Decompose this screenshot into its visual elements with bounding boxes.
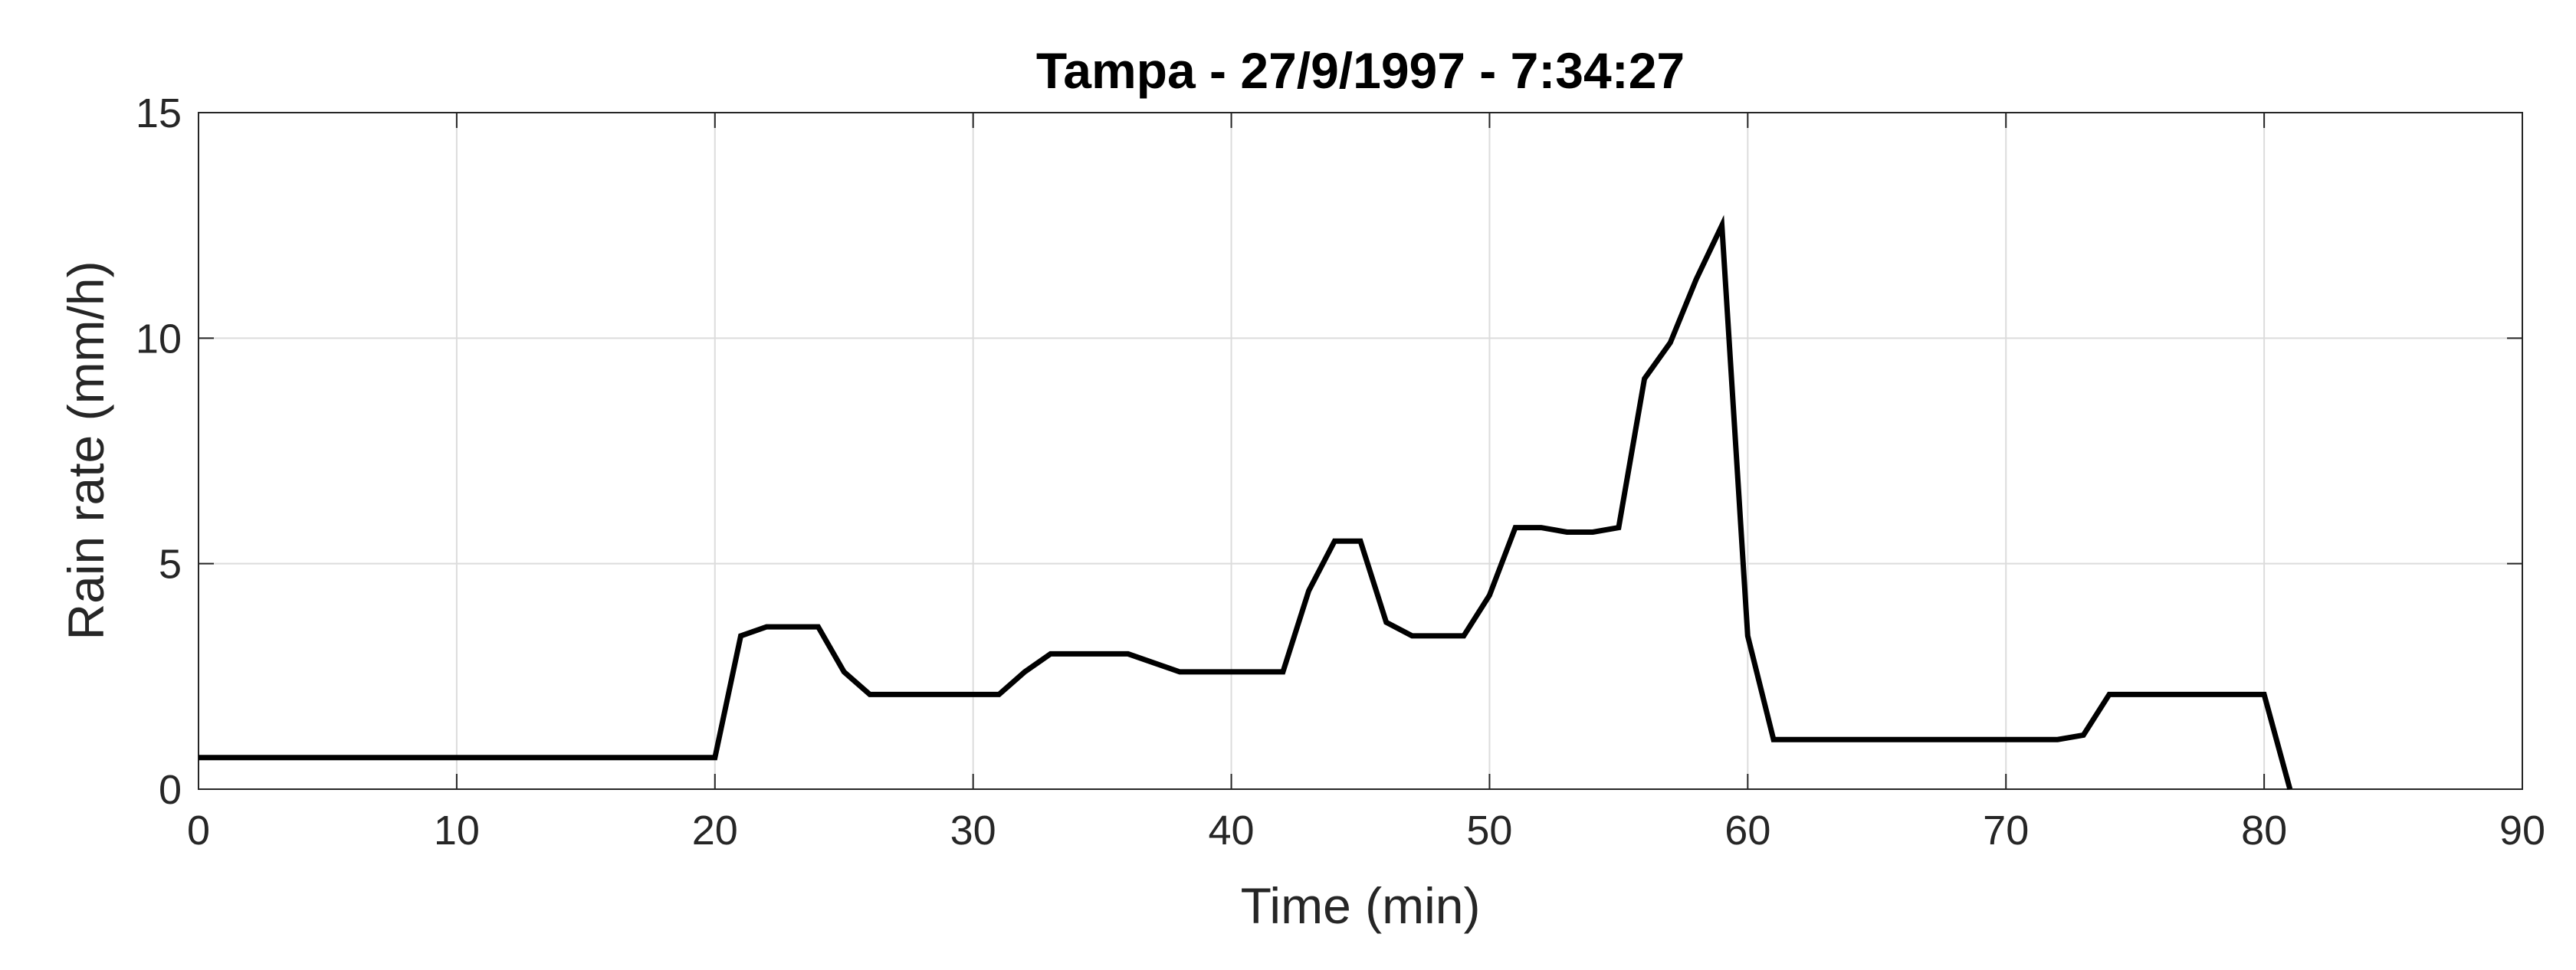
x-tick-label-3: 30 (950, 808, 996, 854)
chart-title: Tampa - 27/9/1997 - 7:34:27 (1036, 42, 1685, 99)
plot-frame (198, 112, 2523, 790)
y-tick-label-0: 0 (159, 767, 182, 813)
x-tick-label-7: 70 (1983, 808, 2029, 854)
y-tick-label-3: 15 (136, 90, 182, 136)
y-tick-label-1: 5 (159, 542, 182, 588)
y-axis-label: Rain rate (mm/h) (57, 261, 114, 640)
x-tick-label-1: 10 (434, 808, 480, 854)
y-tick-labels: 0 5 10 15 (136, 90, 182, 813)
rain-rate-line (199, 215, 2293, 790)
x-tick-label-9: 90 (2499, 808, 2545, 854)
x-tick-label-8: 80 (2241, 808, 2287, 854)
x-tick-label-5: 50 (1466, 808, 1512, 854)
x-tick-label-6: 60 (1724, 808, 1770, 854)
x-tick-label-0: 0 (187, 808, 210, 854)
x-tick-label-4: 40 (1209, 808, 1255, 854)
x-tick-label-2: 20 (692, 808, 738, 854)
x-tick-labels: 0 10 20 30 40 50 60 70 80 90 (187, 808, 2545, 854)
x-axis-label: Time (min) (1241, 877, 1481, 934)
axis-ticks (198, 112, 2523, 790)
y-tick-label-2: 10 (136, 316, 182, 362)
